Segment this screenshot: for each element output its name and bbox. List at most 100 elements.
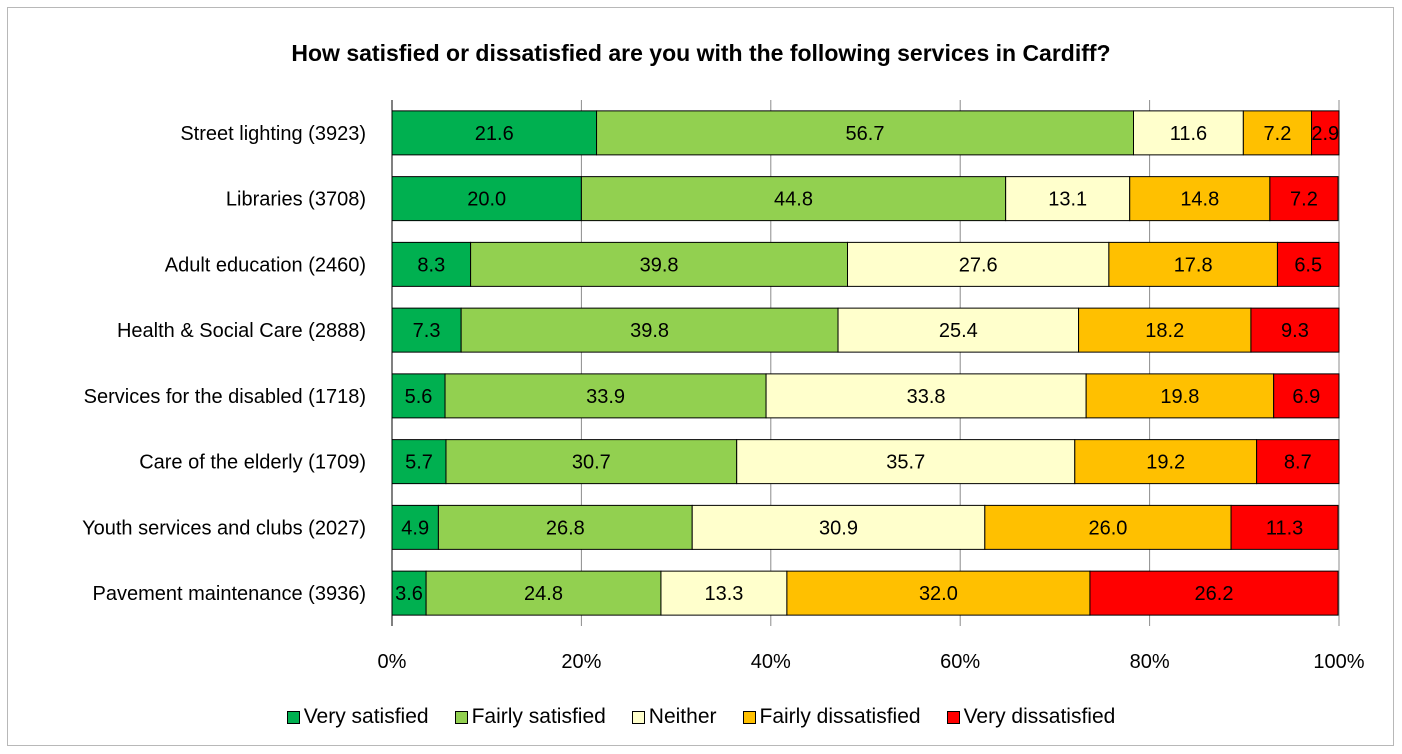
data-label: 33.9 <box>586 386 625 408</box>
data-label: 5.7 <box>405 452 433 474</box>
data-label: 6.9 <box>1292 386 1320 408</box>
bar-segment <box>1074 439 1258 485</box>
data-label: 19.8 <box>1160 386 1199 408</box>
data-label: 8.3 <box>417 254 445 276</box>
data-label: 26.2 <box>1195 583 1234 605</box>
data-label: 14.8 <box>1180 189 1219 211</box>
category-label: Health & Social Care (2888) <box>117 320 366 342</box>
legend-label: Fairly dissatisfied <box>759 705 921 728</box>
bar-segment <box>444 373 767 419</box>
legend-swatch <box>631 710 645 724</box>
data-label: 25.4 <box>939 320 978 342</box>
bar-segment <box>1273 373 1340 419</box>
data-label: 26.8 <box>546 517 585 539</box>
legend-swatch <box>946 710 960 724</box>
category-label: Street lighting (3923) <box>180 123 366 145</box>
category-label: Care of the elderly (1709) <box>139 452 366 474</box>
legend-label: Fairly satisfied <box>471 705 606 728</box>
data-label: 33.8 <box>907 386 946 408</box>
data-label: 30.9 <box>819 517 858 539</box>
bar-segment <box>984 504 1232 550</box>
data-label: 17.8 <box>1174 254 1213 276</box>
data-label: 18.2 <box>1145 320 1184 342</box>
category-label: Libraries (3708) <box>226 189 366 211</box>
data-label: 26.0 <box>1088 517 1127 539</box>
chart-title: How satisfied or dissatisfied are you wi… <box>291 40 1111 66</box>
bar-segment <box>837 307 1080 353</box>
bar-segment <box>580 176 1007 222</box>
bar-segment <box>660 570 788 616</box>
data-label: 2.9 <box>1311 123 1339 145</box>
data-label: 27.6 <box>959 254 998 276</box>
bar-segment <box>1256 439 1340 485</box>
data-label: 9.3 <box>1281 320 1309 342</box>
data-label: 35.7 <box>886 452 925 474</box>
legend-swatch <box>742 710 756 724</box>
data-label: 5.6 <box>405 386 433 408</box>
bar-segment <box>1230 504 1339 550</box>
bar-segment <box>1129 176 1271 222</box>
data-label: 24.8 <box>524 583 563 605</box>
x-tick-label: 80% <box>1130 651 1170 673</box>
bar-segment <box>470 241 849 287</box>
data-label: 11.3 <box>1266 517 1303 539</box>
legend-swatch <box>454 710 468 724</box>
bar-segment <box>437 504 693 550</box>
legend-item: Very dissatisfied <box>946 705 1116 729</box>
bar-segment <box>1133 110 1244 156</box>
legend-label: Neither <box>648 705 717 728</box>
data-label: 19.2 <box>1146 452 1185 474</box>
bar-segment <box>391 504 439 550</box>
legend-item: Neither <box>631 705 717 729</box>
legend-swatch <box>286 710 300 724</box>
bar-segment <box>1085 373 1275 419</box>
data-label: 4.9 <box>401 517 429 539</box>
category-label: Services for the disabled (1718) <box>84 386 366 408</box>
data-label: 32.0 <box>919 583 958 605</box>
legend-item: Very satisfied <box>286 705 429 729</box>
bar-segment <box>391 439 447 485</box>
data-label: 11.6 <box>1170 123 1207 145</box>
bar-segment <box>391 373 446 419</box>
category-label: Pavement maintenance (3936) <box>93 583 367 605</box>
data-label: 21.6 <box>475 123 514 145</box>
data-label: 13.1 <box>1048 189 1087 211</box>
data-label: 7.2 <box>1290 189 1318 211</box>
bar-segment <box>425 570 662 616</box>
bar-segment <box>1276 241 1340 287</box>
data-label: 6.5 <box>1294 254 1322 276</box>
bar-segment <box>691 504 986 550</box>
data-label: 13.3 <box>704 583 743 605</box>
bar-segment <box>1269 176 1339 222</box>
chart-legend: Very satisfied Fairly satisfied Neither Fai… <box>0 702 1402 732</box>
bar-segment <box>786 570 1091 616</box>
x-tick-label: 100% <box>1313 651 1364 673</box>
x-tick-label: 20% <box>561 651 601 673</box>
x-tick-label: 0% <box>378 651 407 673</box>
bar-segment <box>391 176 582 222</box>
x-tick-label: 60% <box>940 651 980 673</box>
data-label: 39.8 <box>630 320 669 342</box>
bar-segment <box>1108 241 1278 287</box>
data-label: 8.7 <box>1284 452 1312 474</box>
bar-segment <box>445 439 738 485</box>
legend-label: Very satisfied <box>303 705 429 728</box>
category-label: Youth services and clubs (2027) <box>82 517 366 539</box>
x-tick-label: 40% <box>751 651 791 673</box>
bar-segment <box>460 307 839 353</box>
data-label: 30.7 <box>572 452 611 474</box>
bar-segment <box>596 110 1135 156</box>
legend-item: Fairly dissatisfied <box>742 705 921 729</box>
bar-segment <box>391 110 598 156</box>
bar-segment <box>1242 110 1313 156</box>
legend-item: Fairly satisfied <box>454 705 606 729</box>
category-label: Adult education (2460) <box>165 254 366 276</box>
bar-segment <box>1250 307 1340 353</box>
bar-segment <box>765 373 1087 419</box>
legend-label: Very dissatisfied <box>963 705 1116 728</box>
data-label: 7.3 <box>413 320 441 342</box>
data-label: 44.8 <box>774 189 813 211</box>
bar-segment <box>1311 110 1340 156</box>
data-label: 7.2 <box>1264 123 1292 145</box>
